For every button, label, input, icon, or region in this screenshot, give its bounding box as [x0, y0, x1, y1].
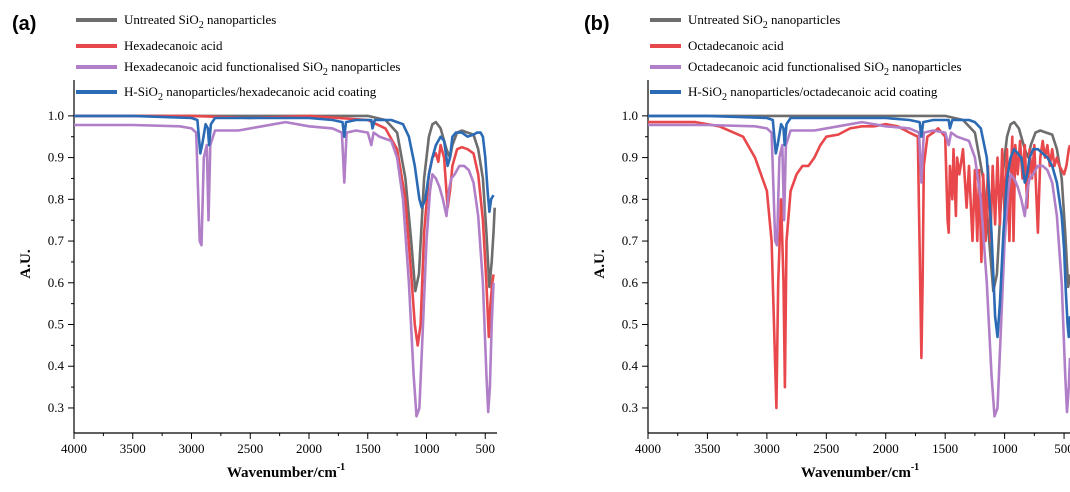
x-tick-label: 3000: [754, 441, 780, 456]
y-tick-label: 0.5: [622, 317, 638, 332]
series-line-2: [648, 120, 1070, 410]
series-line-2: [74, 114, 495, 347]
x-tick-label: 3500: [694, 441, 720, 456]
x-tick-label: 4000: [61, 441, 87, 456]
y-tick-label: 0.7: [622, 233, 639, 248]
x-tick-label: 4000: [635, 441, 661, 456]
x-tick-label: 1500: [355, 441, 381, 456]
y-tick-label: 1.0: [48, 108, 64, 123]
y-tick-label: 0.7: [48, 233, 65, 248]
x-axis-title-superscript: -1: [337, 462, 345, 473]
series-line-4: [648, 114, 1070, 339]
series-line-3: [74, 120, 495, 418]
y-tick-label: 0.9: [48, 150, 64, 165]
x-axis-title-superscript: -1: [911, 462, 919, 473]
y-axis-title: A.U.: [18, 249, 34, 278]
series-line-4: [74, 114, 495, 214]
x-tick-label: 3500: [120, 441, 146, 456]
x-tick-label: 1000: [992, 441, 1018, 456]
x-axis-title: Wavenumber/cm-1: [227, 462, 345, 481]
y-tick-label: 1.0: [622, 108, 638, 123]
x-tick-label: 2500: [237, 441, 263, 456]
x-tick-label: 2000: [873, 441, 899, 456]
y-tick-label: 0.9: [622, 150, 638, 165]
series-line-1: [74, 114, 496, 293]
legend-entry: Octadecanoic acid functionalised SiO2 na…: [688, 59, 962, 78]
x-tick-label: 1000: [414, 441, 440, 456]
panel-a: (a) 4000 3500 3000 2500 2000 1500 1000 500 0.3 0.4…: [12, 12, 497, 481]
x-tick-label: 2000: [296, 441, 322, 456]
legend-entry: Untreated SiO2 nanoparticles: [688, 12, 840, 31]
legend-entry: Untreated SiO2 nanoparticles: [124, 12, 276, 31]
y-tick-label: 0.4: [622, 358, 639, 373]
panel-label: (a): [12, 13, 36, 35]
y-tick-label: 0.4: [48, 358, 65, 373]
x-tick-label: 500: [476, 441, 496, 456]
legend-entry: Hexadecanoic acid functionalised SiO2 na…: [124, 59, 400, 78]
y-tick-label: 0.6: [48, 275, 65, 290]
legend-entry: H-SiO2 nanoparticles/octadecanoic acid c…: [688, 84, 938, 103]
y-tick-label: 0.8: [48, 191, 64, 206]
legend-entry: H-SiO2 nanoparticles/hexadecanoic acid c…: [124, 84, 377, 103]
x-tick-label: 1500: [932, 441, 958, 456]
legend-entry: Hexadecanoic acid: [124, 38, 223, 53]
y-tick-label: 0.5: [48, 317, 64, 332]
x-tick-label: 2500: [813, 441, 839, 456]
y-tick-label: 0.3: [48, 400, 64, 415]
y-axis-title: A.U.: [592, 249, 608, 278]
y-tick-label: 0.6: [622, 275, 639, 290]
x-axis-title: Wavenumber/cm-1: [801, 462, 919, 481]
legend-entry: Octadecanoic acid: [688, 38, 784, 53]
x-tick-label: 3000: [179, 441, 205, 456]
y-tick-label: 0.3: [622, 400, 638, 415]
series-line-1: [648, 114, 1070, 293]
panel-b: (b) 4000 3500 3000 2500 2000 1500 1000 500 0.3 0.4…: [584, 12, 1070, 481]
x-tick-label: 500: [1054, 441, 1070, 456]
panel-label: (b): [584, 13, 610, 35]
series-line-3: [648, 120, 1070, 418]
y-tick-label: 0.8: [622, 191, 638, 206]
